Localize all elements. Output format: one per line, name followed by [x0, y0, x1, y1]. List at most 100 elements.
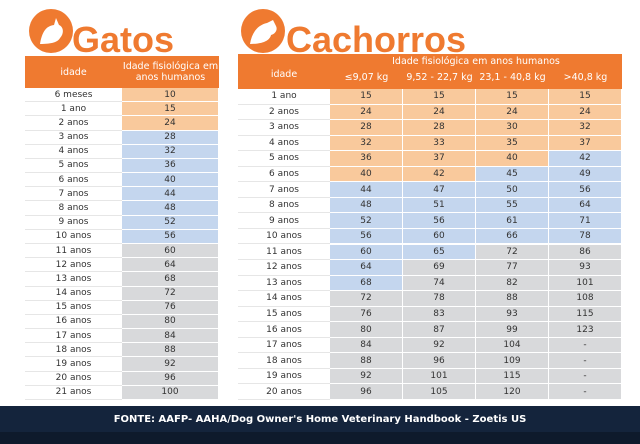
gatos-title: Gatos: [72, 19, 175, 60]
value-cell: 24: [403, 104, 476, 121]
value-cell: 64: [330, 260, 403, 276]
value-cell: 92: [330, 368, 403, 385]
column-header: >40,8 kg: [563, 71, 608, 83]
column-header: ≤9,07 kg: [344, 71, 389, 83]
age-cell: 18 anos: [238, 353, 330, 369]
header-cell: Idade fisiológica em anos humanos: [122, 56, 219, 88]
value-cell: 82: [476, 275, 549, 292]
value-cell: 32: [549, 120, 622, 136]
value-cell: 47: [403, 182, 476, 198]
value-cell: 51: [403, 197, 476, 214]
value-cell: 72: [476, 244, 549, 261]
value-cell: 61: [476, 213, 549, 229]
value-cell: 44: [330, 182, 403, 198]
value-cell: 101: [549, 275, 622, 292]
value-cell: 115: [549, 306, 622, 323]
cachorros-title: Cachorros: [286, 19, 467, 60]
age-cell: 10 anos: [25, 229, 122, 244]
value-cell: 71: [549, 213, 622, 229]
value-cell: 56: [549, 182, 622, 198]
value-cell: 93: [476, 306, 549, 323]
value-cell: 108: [549, 291, 622, 307]
value-cell: 48: [330, 197, 403, 214]
value-cell: 33: [403, 135, 476, 152]
value-cell: 40: [122, 173, 219, 188]
value-cell: 100: [122, 385, 219, 400]
value-cell: 48: [122, 201, 219, 216]
value-cell: 15: [122, 102, 219, 117]
age-cell: 13 anos: [238, 275, 330, 292]
value-cell: 45: [476, 166, 549, 183]
header-group: Idade fisiológica em anos humanos: [392, 55, 560, 67]
age-cell: 9 anos: [25, 215, 122, 230]
age-cell: 11 anos: [238, 244, 330, 261]
age-cell: 9 anos: [238, 213, 330, 229]
age-cell: 13 anos: [25, 272, 122, 287]
value-cell: 78: [403, 291, 476, 307]
age-cell: 6 meses: [25, 88, 122, 103]
value-cell: 64: [549, 197, 622, 214]
value-cell: 66: [476, 228, 549, 245]
value-cell: 36: [122, 158, 219, 174]
value-cell: 24: [122, 116, 219, 131]
value-cell: 56: [122, 229, 219, 244]
value-cell: 28: [403, 120, 476, 136]
value-cell: 42: [549, 151, 622, 167]
value-cell: 52: [330, 213, 403, 229]
value-cell: 88: [476, 291, 549, 307]
age-cell: 5 anos: [25, 158, 122, 174]
value-cell: 60: [403, 228, 476, 245]
age-cell: 8 anos: [25, 201, 122, 216]
value-cell: 52: [122, 215, 219, 230]
header-band: [238, 54, 622, 89]
value-cell: -: [549, 384, 622, 400]
value-cell: 37: [549, 135, 622, 152]
value-cell: 99: [476, 322, 549, 338]
age-cell: 19 anos: [238, 368, 330, 385]
value-cell: 40: [476, 151, 549, 167]
value-cell: 115: [476, 368, 549, 385]
age-cell: 6 anos: [238, 166, 330, 183]
value-cell: 15: [330, 89, 403, 105]
value-cell: 10: [122, 88, 219, 103]
value-cell: 74: [403, 275, 476, 292]
value-cell: 87: [403, 322, 476, 338]
value-cell: 55: [476, 197, 549, 214]
value-cell: 76: [122, 300, 219, 315]
age-cell: 7 anos: [25, 187, 122, 202]
value-cell: 44: [122, 187, 219, 202]
footer: FONTE: AAFP- AAHA/Dog Owner's Home Veter…: [0, 406, 640, 432]
value-cell: 96: [330, 384, 403, 400]
value-cell: 60: [122, 244, 219, 259]
value-cell: 123: [549, 322, 622, 338]
age-cell: 17 anos: [25, 329, 122, 344]
age-cell: 7 anos: [238, 182, 330, 198]
value-cell: 78: [549, 228, 622, 245]
value-cell: 83: [403, 306, 476, 323]
value-cell: 24: [330, 104, 403, 121]
value-cell: 76: [330, 306, 403, 323]
age-cell: 2 anos: [238, 104, 330, 121]
cat-icon: [29, 9, 73, 53]
age-cell: 14 anos: [25, 286, 122, 301]
value-cell: 64: [122, 258, 219, 273]
value-cell: 24: [476, 104, 549, 121]
age-cell: 15 anos: [238, 306, 330, 323]
value-cell: 68: [330, 275, 403, 292]
age-cell: 21 anos: [25, 385, 122, 400]
value-cell: -: [549, 353, 622, 369]
bottom-bar: [0, 432, 640, 444]
value-cell: 35: [476, 135, 549, 152]
column-header: 9,52 - 22,7 kg: [406, 71, 473, 83]
value-cell: 37: [403, 151, 476, 167]
header-cell: idade: [270, 68, 298, 80]
age-cell: 1 ano: [238, 89, 330, 105]
value-cell: 42: [403, 166, 476, 183]
value-cell: 69: [403, 260, 476, 276]
value-cell: 28: [330, 120, 403, 136]
age-cell: 2 anos: [25, 116, 122, 131]
age-cell: 12 anos: [238, 260, 330, 276]
age-cell: 18 anos: [25, 343, 122, 358]
age-cell: 20 anos: [25, 371, 122, 386]
